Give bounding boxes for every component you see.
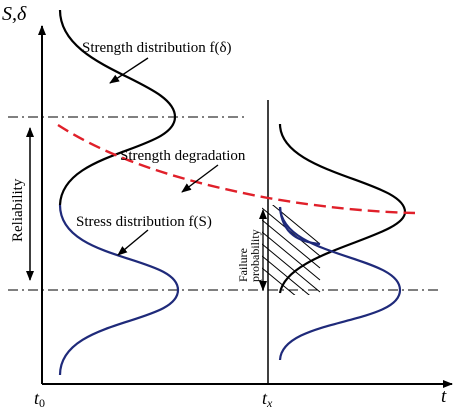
y-axis-label: S,δ (2, 3, 27, 25)
tx-label: tx (262, 388, 273, 407)
failure-region-outline (278, 206, 321, 246)
failure-probability-label-1: Failure (236, 248, 250, 282)
stress-distribution-curve-t0 (58, 204, 180, 376)
strength-distribution-label: Strength distribution f(δ) (82, 40, 232, 56)
strength-degradation-pointer (181, 164, 219, 193)
x-axis-label: t (441, 386, 447, 407)
reliability-label: Reliability (10, 178, 26, 242)
strength-distribution-pointer (109, 57, 149, 84)
strength-distribution-curve-t0 (58, 9, 177, 206)
stress-distribution-label: Stress distribution f(S) (76, 214, 212, 230)
t0-label: t0 (34, 388, 45, 407)
strength-degradation-curve (57, 123, 416, 215)
strength-degradation-label: Strength degradation (120, 148, 246, 164)
failure-probability-label-2: probability (248, 229, 262, 282)
stress-distribution-pointer (117, 229, 149, 256)
